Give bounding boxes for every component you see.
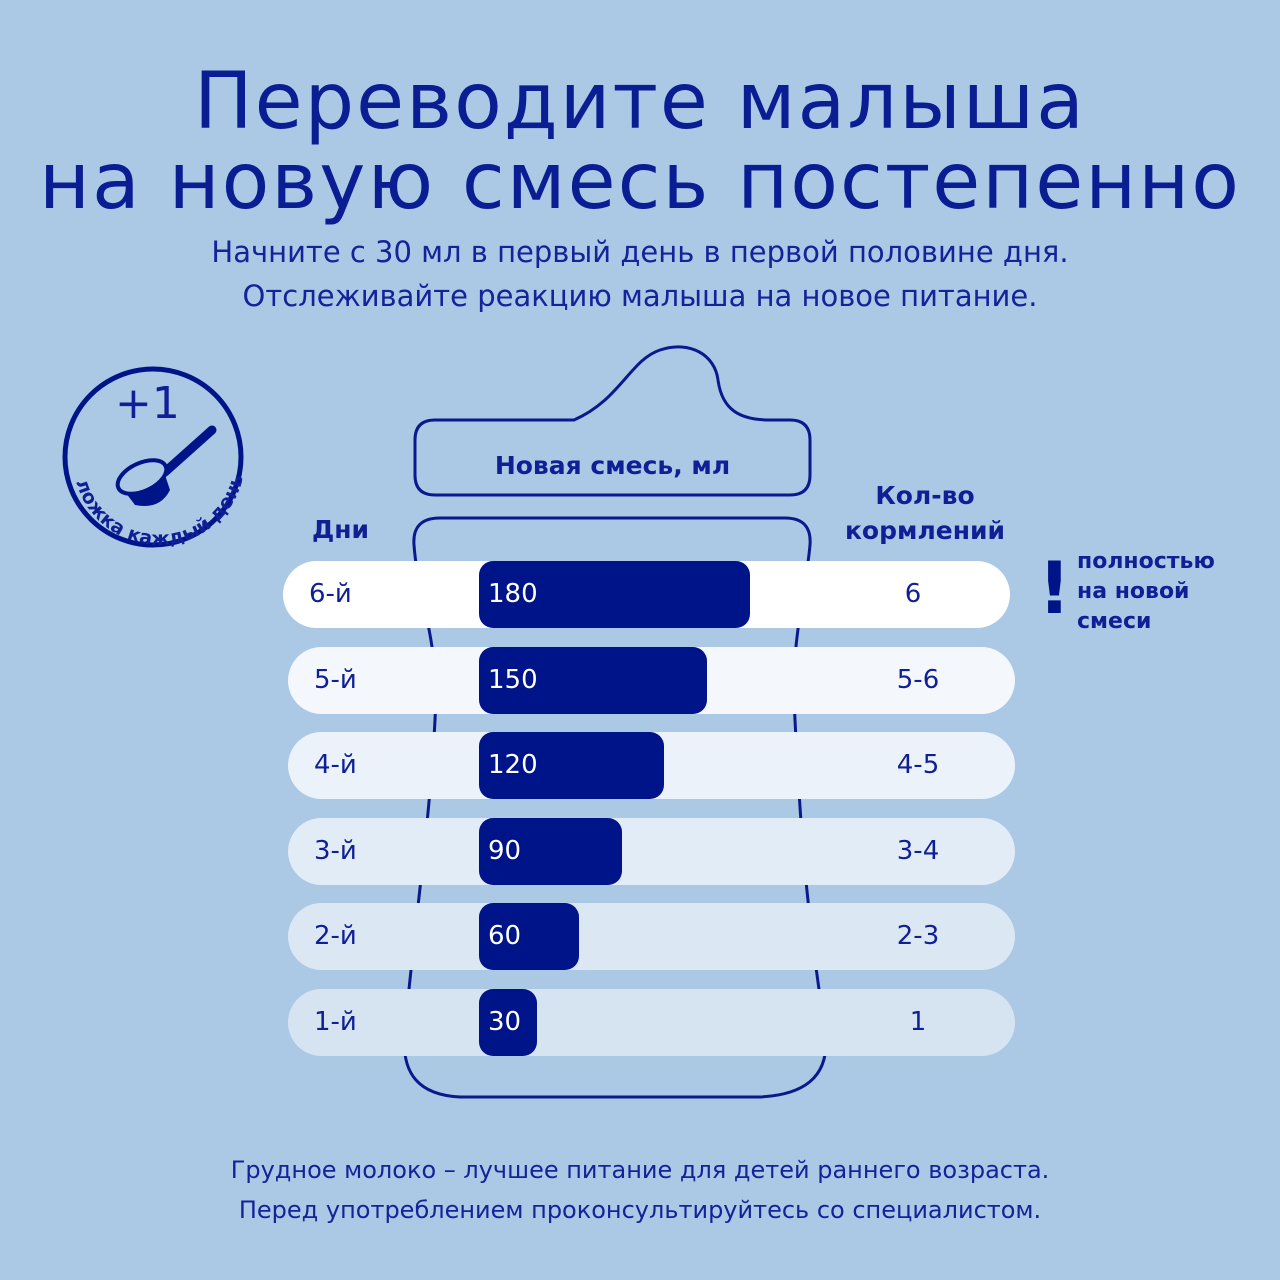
chart-row: 3-й 90 3-4 xyxy=(288,817,1015,885)
feedings-count: 3-4 xyxy=(896,835,940,866)
feedings-count: 4-5 xyxy=(896,750,940,781)
footer-line-2: Перед употреблением проконсультируйтесь … xyxy=(238,1196,1042,1224)
chart-row: 1-й 30 1 xyxy=(288,989,1015,1056)
feedings-count: 2-3 xyxy=(896,921,940,952)
page-title: Переводите малыша на новую смесь постепе… xyxy=(0,62,1280,222)
subtitle-line-1: Начните с 30 мл в первый день в первой п… xyxy=(211,235,1069,269)
header-new-formula: Новая смесь, мл xyxy=(494,451,731,480)
day-label: 4-й xyxy=(314,750,357,781)
chart-row: 4-й 120 4-5 xyxy=(288,732,1015,800)
note-line-1: полностью xyxy=(1077,549,1215,574)
title-line-2: на новую смесь постепенно xyxy=(39,137,1241,227)
measuring-scoop-icon xyxy=(115,425,217,506)
day-label: 2-й xyxy=(314,921,357,952)
day-label: 3-й xyxy=(314,835,357,866)
day-label: 6-й xyxy=(309,579,352,609)
chart-row: 2-й 60 2-3 xyxy=(288,903,1015,971)
feedings-count: 6 xyxy=(904,579,922,609)
feedings-count: 5-6 xyxy=(896,664,940,695)
header-days: Дни xyxy=(312,515,370,544)
header-feedings-line-2: кормлений xyxy=(844,516,1006,545)
feedings-count: 1 xyxy=(909,1007,927,1037)
chart-row: 5-й 150 5-6 xyxy=(288,646,1015,714)
footer-line-1: Грудное молоко – лучшее питание для дете… xyxy=(230,1156,1050,1184)
formula-bar: 180 xyxy=(479,561,750,628)
header-feedings: Кол-во кормлений xyxy=(825,478,1025,548)
header-feedings-line-1: Кол-во xyxy=(875,481,975,510)
title-line-1: Переводите малыша xyxy=(194,57,1086,147)
formula-bar: 150 xyxy=(479,646,707,714)
exclamation-icon: ! xyxy=(1038,546,1071,630)
subtitle: Начните с 30 мл в первый день в первой п… xyxy=(0,230,1280,318)
formula-bar: 90 xyxy=(479,817,622,885)
badge-plus-one: +1 xyxy=(115,378,180,429)
formula-bar: 120 xyxy=(479,732,665,800)
chart-row: 6-й 180 6 xyxy=(283,561,1010,628)
spoon-badge: +1 ложка каждый день xyxy=(62,366,248,550)
note-line-2: на новой xyxy=(1077,579,1190,604)
footer-disclaimer: Грудное молоко – лучшее питание для дете… xyxy=(0,1150,1280,1230)
formula-bar: 60 xyxy=(479,903,580,971)
day-label: 1-й xyxy=(314,1007,357,1037)
day-label: 5-й xyxy=(314,664,357,695)
formula-bar: 30 xyxy=(479,989,537,1056)
subtitle-line-2: Отслеживайте реакцию малыша на новое пит… xyxy=(242,279,1038,313)
note-line-3: смеси xyxy=(1077,609,1152,634)
fully-on-new-formula-note: полностью на новой смеси xyxy=(1077,547,1215,637)
